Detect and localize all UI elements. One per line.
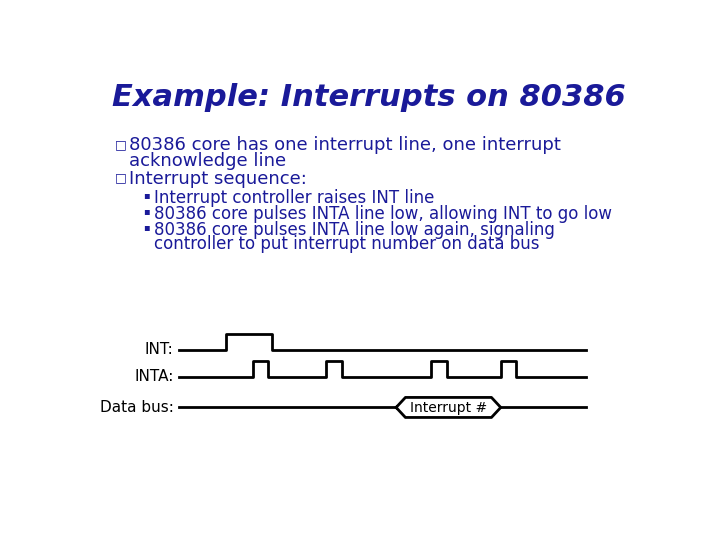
Text: Data bus:: Data bus: bbox=[100, 400, 174, 415]
Text: Example: Interrupts on 80386: Example: Interrupts on 80386 bbox=[112, 83, 626, 112]
Text: Interrupt controller raises INT line: Interrupt controller raises INT line bbox=[153, 189, 434, 207]
Text: 80386 core pulses INTA line low, allowing INT to go low: 80386 core pulses INTA line low, allowin… bbox=[153, 205, 611, 223]
Polygon shape bbox=[396, 397, 500, 417]
Text: ▪: ▪ bbox=[143, 206, 149, 215]
Text: ▪: ▪ bbox=[143, 222, 149, 232]
Text: 80386 core has one interrupt line, one interrupt: 80386 core has one interrupt line, one i… bbox=[129, 137, 561, 154]
Text: acknowledge line: acknowledge line bbox=[129, 152, 286, 170]
Text: 80386 core pulses INTA line low again, signaling: 80386 core pulses INTA line low again, s… bbox=[153, 221, 554, 239]
Text: INTA:: INTA: bbox=[135, 369, 174, 384]
Text: INT:: INT: bbox=[145, 342, 174, 357]
Text: Interrupt sequence:: Interrupt sequence: bbox=[129, 170, 307, 187]
Text: □: □ bbox=[114, 171, 127, 184]
Text: controller to put interrupt number on data bus: controller to put interrupt number on da… bbox=[153, 235, 539, 253]
Text: ▪: ▪ bbox=[143, 190, 149, 200]
Text: Interrupt #: Interrupt # bbox=[410, 401, 487, 415]
Text: □: □ bbox=[114, 138, 127, 151]
